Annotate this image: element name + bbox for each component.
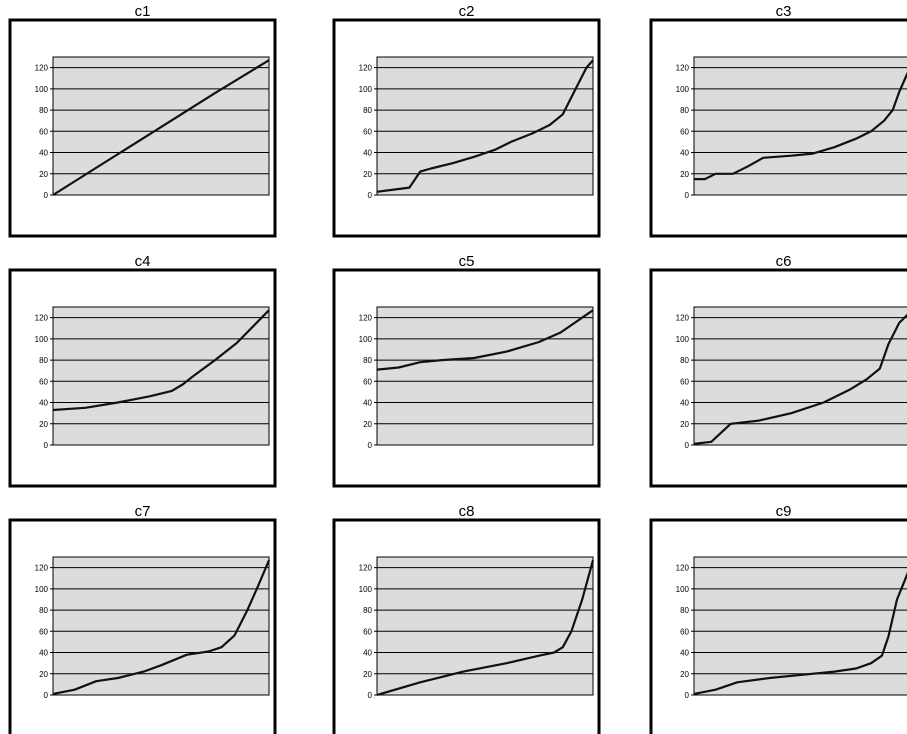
y-tick-label: 0 [44, 441, 49, 450]
y-tick-label: 60 [39, 127, 48, 136]
y-tick-label: 120 [676, 64, 690, 73]
chart-panel-c1: c1 0 20 40 60 80 100 120 [8, 3, 277, 238]
y-tick-label: 100 [676, 335, 690, 344]
y-tick-label: 120 [35, 314, 49, 323]
y-tick-label: 80 [363, 356, 372, 365]
chart-title: c9 [776, 503, 792, 520]
y-tick-label: 100 [359, 335, 373, 344]
y-tick-label: 20 [363, 170, 372, 179]
y-tick-label: 100 [359, 585, 373, 594]
plot-area [693, 56, 907, 196]
chart-panel-c4: c4 0 20 40 60 80 100 120 [8, 253, 277, 488]
chart-title: c8 [459, 503, 475, 520]
y-tick-label: 20 [363, 420, 372, 429]
y-tick-label: 100 [35, 335, 49, 344]
y-tick-label: 100 [676, 85, 690, 94]
y-tick-label: 80 [39, 356, 48, 365]
chart-panel-c3: c3 0 20 40 60 80 100 120 [649, 3, 907, 238]
y-tick-label: 40 [39, 399, 48, 408]
chart-title: c4 [135, 253, 151, 270]
series-line [694, 71, 907, 181]
y-tick-label: 80 [39, 106, 48, 115]
y-tick-label: 60 [680, 127, 689, 136]
series-line [52, 559, 271, 695]
plot-area [376, 306, 594, 446]
y-tick-label: 120 [359, 314, 373, 323]
y-tick-label: 60 [363, 377, 372, 386]
y-tick-label: 100 [35, 585, 49, 594]
y-tick-label: 20 [39, 170, 48, 179]
y-tick-label: 40 [363, 649, 372, 658]
y-tick-label: 0 [368, 691, 373, 700]
plot-area [52, 306, 270, 446]
chart-title: c6 [776, 253, 792, 270]
chart-panel-c2: c2 0 20 40 60 80 100 120 [332, 3, 601, 238]
chart-panel-c9: c9 0 20 40 60 80 100 120 [649, 503, 907, 734]
y-tick-label: 0 [685, 691, 690, 700]
y-tick-label: 120 [676, 564, 690, 573]
plot-area [693, 306, 907, 446]
y-tick-label: 0 [368, 441, 373, 450]
y-tick-label: 40 [39, 149, 48, 158]
y-tick-label: 20 [680, 420, 689, 429]
y-tick-label: 100 [359, 85, 373, 94]
y-tick-label: 80 [680, 606, 689, 615]
chart-panel-c8: c8 0 20 40 60 80 100 120 [332, 503, 601, 734]
y-tick-label: 20 [363, 670, 372, 679]
y-tick-label: 0 [685, 441, 690, 450]
y-tick-label: 0 [44, 191, 49, 200]
y-tick-label: 40 [39, 649, 48, 658]
series-line [376, 59, 594, 193]
y-tick-label: 20 [680, 670, 689, 679]
chart-panel-c5: c5 0 20 40 60 80 100 120 [332, 253, 601, 488]
y-tick-label: 60 [363, 627, 372, 636]
chart-title: c2 [459, 3, 475, 20]
y-tick-label: 120 [676, 314, 690, 323]
plot-area [376, 56, 594, 196]
chart-panel-c6: c6 0 20 40 60 80 100 120 [649, 253, 907, 488]
y-tick-label: 40 [680, 149, 689, 158]
y-tick-label: 80 [680, 356, 689, 365]
y-tick-label: 20 [39, 420, 48, 429]
y-tick-label: 120 [359, 564, 373, 573]
y-tick-label: 0 [368, 191, 373, 200]
plot-area [376, 556, 594, 696]
y-tick-label: 40 [680, 399, 689, 408]
y-tick-label: 60 [363, 127, 372, 136]
y-tick-label: 120 [35, 64, 49, 73]
plot-area [52, 556, 270, 696]
y-tick-label: 60 [680, 627, 689, 636]
y-tick-label: 80 [39, 606, 48, 615]
y-tick-label: 20 [680, 170, 689, 179]
y-tick-label: 120 [359, 64, 373, 73]
y-tick-label: 40 [363, 149, 372, 158]
series-line [693, 572, 907, 695]
series-line [693, 313, 907, 445]
y-tick-label: 80 [363, 606, 372, 615]
y-tick-label: 80 [363, 106, 372, 115]
y-tick-label: 20 [39, 670, 48, 679]
y-tick-label: 0 [44, 691, 49, 700]
y-tick-label: 0 [685, 191, 690, 200]
y-tick-label: 100 [676, 585, 690, 594]
y-tick-label: 60 [39, 377, 48, 386]
plot-area [693, 556, 907, 696]
y-tick-label: 40 [680, 649, 689, 658]
series-line [376, 309, 594, 371]
chart-panel-c7: c7 0 20 40 60 80 100 120 [8, 503, 277, 734]
y-tick-label: 120 [35, 564, 49, 573]
chart-title: c1 [135, 3, 151, 20]
chart-title: c3 [776, 3, 792, 20]
series-line [376, 559, 595, 697]
y-tick-label: 80 [680, 106, 689, 115]
series-line [52, 59, 270, 196]
y-tick-label: 40 [363, 399, 372, 408]
y-tick-label: 60 [39, 627, 48, 636]
chart-title: c7 [135, 503, 151, 520]
y-tick-label: 100 [35, 85, 49, 94]
chart-title: c5 [459, 253, 475, 270]
y-tick-label: 60 [680, 377, 689, 386]
series-line [52, 309, 270, 412]
